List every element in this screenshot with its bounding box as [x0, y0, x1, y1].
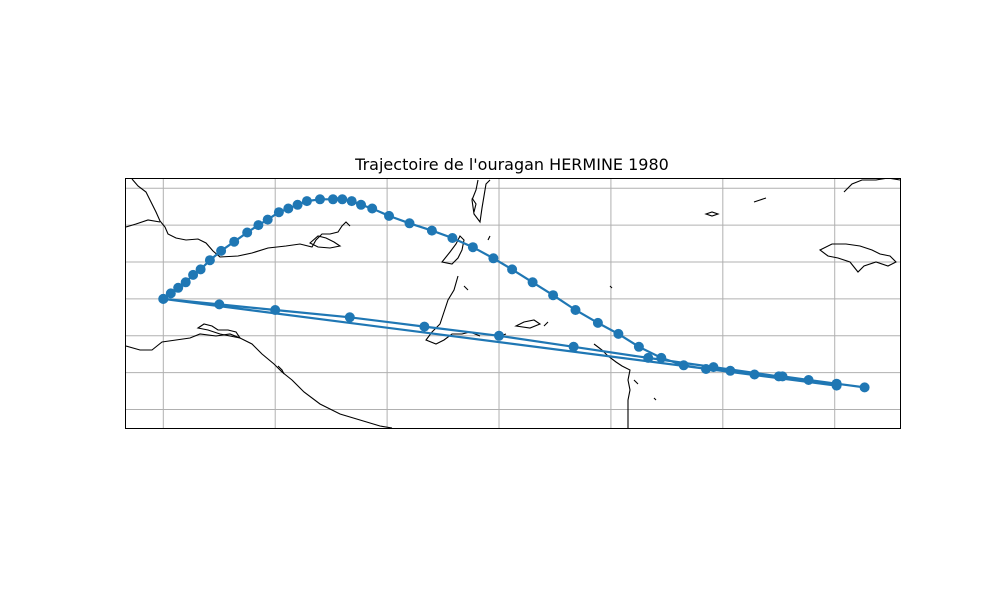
track-point	[173, 282, 184, 293]
track-point	[242, 227, 253, 238]
coastline-panama	[593, 343, 631, 428]
track-point	[328, 194, 338, 205]
track-point	[831, 380, 842, 391]
track-point	[165, 288, 176, 299]
track-point	[270, 305, 281, 315]
track-point	[283, 203, 294, 214]
coastline-islet-4	[543, 321, 549, 327]
track-points	[158, 194, 870, 393]
track-point	[188, 269, 199, 280]
track-point	[301, 196, 312, 207]
track-point	[613, 328, 624, 339]
gridlines	[126, 179, 900, 428]
track-point	[592, 317, 603, 328]
track-point	[568, 341, 579, 352]
coastlines	[126, 179, 900, 428]
track-point	[527, 277, 538, 288]
track-point	[701, 364, 711, 374]
track-point	[643, 352, 654, 363]
track-point	[346, 196, 357, 207]
track-point	[725, 365, 736, 376]
coastline-bahamas	[704, 211, 720, 217]
coastline-panama-islet	[633, 379, 639, 385]
track-point	[216, 245, 227, 256]
track-point	[204, 255, 215, 266]
hurricane-track	[158, 194, 870, 393]
track-point	[570, 305, 581, 315]
track-point	[356, 199, 366, 210]
coastline-central-america	[425, 275, 481, 345]
track-point	[229, 236, 240, 247]
track-point	[678, 360, 689, 371]
coastline-florida-keys-east	[843, 179, 900, 193]
track-point	[488, 253, 499, 264]
track-point	[548, 290, 559, 301]
coastline-hispaniola	[818, 243, 897, 273]
coastline-islet-5	[487, 235, 491, 241]
track-point	[773, 371, 784, 382]
track-point	[262, 214, 273, 225]
track-point	[749, 369, 760, 380]
track-point	[656, 352, 667, 363]
map-frame	[125, 178, 901, 429]
track-point	[384, 210, 394, 221]
track-point	[467, 242, 478, 253]
coastline-islet-1	[753, 197, 767, 203]
track-point	[253, 220, 264, 231]
track-point	[803, 375, 814, 385]
coastline-baja-islands	[196, 323, 242, 339]
coastline-islet-7	[463, 285, 469, 291]
map-title: Trajectoire de l'ouragan HERMINE 1980	[354, 155, 669, 174]
coastline-gulf-islands	[309, 235, 342, 249]
track-point	[426, 225, 437, 236]
track-point	[180, 277, 191, 288]
track-point	[404, 218, 415, 229]
track-point	[708, 362, 719, 373]
coastline-yucatan	[126, 219, 161, 228]
track-point	[859, 382, 870, 393]
track-point	[344, 312, 355, 323]
coastline-islet-2	[514, 319, 542, 329]
track-point	[273, 207, 284, 218]
track-point	[337, 194, 348, 205]
track-point	[214, 299, 225, 310]
track-point	[507, 264, 518, 275]
coastline-islet-6	[609, 285, 613, 289]
track-point	[292, 199, 303, 210]
coastline-cuba-west	[471, 197, 477, 213]
track-point	[633, 341, 644, 352]
coastline-mexico-north	[131, 179, 351, 258]
track-point	[315, 194, 325, 205]
track-point	[158, 293, 169, 304]
track-point	[419, 321, 430, 332]
coastline-florida	[471, 179, 491, 224]
coastline-cuba	[441, 235, 465, 265]
track-point	[195, 264, 206, 275]
coastline-pacific-mexico	[126, 333, 393, 428]
coastline-panama-islet-2	[653, 397, 657, 401]
coastline-pacific-islet	[277, 365, 285, 375]
track-point	[367, 203, 378, 214]
track-point	[494, 330, 504, 341]
track-point	[447, 233, 458, 243]
